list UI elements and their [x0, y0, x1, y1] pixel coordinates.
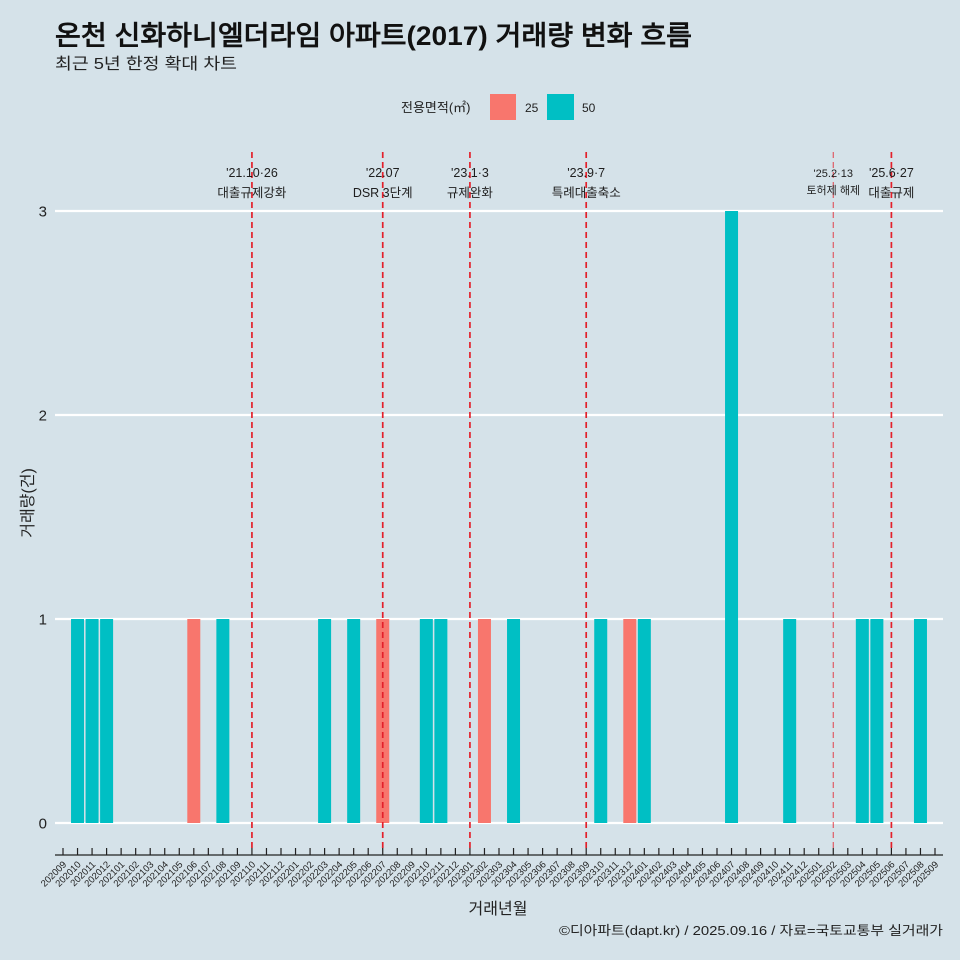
bar-50-202407	[725, 211, 739, 823]
event-markers: '21.10·26 대출규제강화 '22.07 DSR 3단계 '23.1·3 규제완화 '…	[217, 152, 914, 848]
bar-50-202401	[637, 619, 651, 823]
bar-50-202108	[216, 619, 230, 823]
chart-title: 온천 신화하니엘더라임 아파트(2017) 거래량 변화 흐름	[55, 21, 692, 51]
legend-title: 전용면적(㎡)	[401, 100, 471, 115]
y-tick-label-2: 2	[39, 408, 47, 425]
bar-50-202011	[85, 619, 99, 823]
x-axis: 2020092020102020112020122021012021022021…	[39, 848, 943, 890]
y-tick-label-1: 1	[39, 612, 47, 629]
event-name-label: 대출규제	[868, 186, 914, 200]
bar-50-202205	[347, 619, 361, 823]
bars	[71, 211, 927, 823]
event-date-label: '22.07	[366, 166, 400, 180]
event-date-label: '23.9·7	[567, 166, 605, 180]
y-axis-title: 거래량(건)	[19, 468, 37, 538]
legend-swatch-50	[547, 94, 574, 120]
y-tick-label-0: 0	[39, 816, 47, 833]
bar-50-202304	[507, 619, 521, 823]
bar-50-202012	[100, 619, 114, 823]
y-tick-label-3: 3	[39, 204, 47, 221]
event-date-label: '21.10·26	[226, 166, 278, 180]
event-date-label: '25.6·27	[869, 166, 914, 180]
event-name-label: 대출규제강화	[217, 186, 287, 200]
event-name-label: 특례대출축소	[552, 186, 621, 200]
bar-50-202505	[870, 619, 884, 823]
bar-50-202508	[913, 619, 927, 823]
event-date-label: '23.1·3	[451, 166, 489, 180]
bar-25-202106	[187, 619, 201, 823]
x-axis-title: 거래년월	[469, 900, 528, 918]
bar-50-202211	[434, 619, 448, 823]
event-name-label: DSR 3단계	[353, 186, 413, 200]
bar-50-202504	[855, 619, 869, 823]
event-date-label: '25.2·13	[814, 168, 853, 180]
bar-50-202203	[318, 619, 332, 823]
legend: 전용면적(㎡) 25 50	[401, 94, 596, 120]
bar-50-202010	[71, 619, 85, 823]
chart-subtitle: 최근 5년 한정 확대 차트	[55, 55, 237, 73]
legend-label-25: 25	[525, 101, 539, 115]
bar-25-202312	[623, 619, 637, 823]
event-name-label: 토허제 해제	[806, 183, 860, 197]
bar-25-202207	[376, 619, 390, 823]
legend-swatch-25	[490, 94, 516, 120]
event-name-label: 규제완화	[447, 186, 494, 200]
bar-50-202411	[783, 619, 797, 823]
chart-caption: ©디아파트(dapt.kr) / 2025.09.16 / 자료=국토교통부 실…	[559, 923, 943, 938]
bar-50-202210	[419, 619, 433, 823]
y-axis-tick-labels: 0 1 2 3	[39, 204, 47, 833]
legend-label-50: 50	[582, 101, 596, 115]
bar-25-202302	[477, 619, 491, 823]
bar-50-202310	[594, 619, 608, 823]
